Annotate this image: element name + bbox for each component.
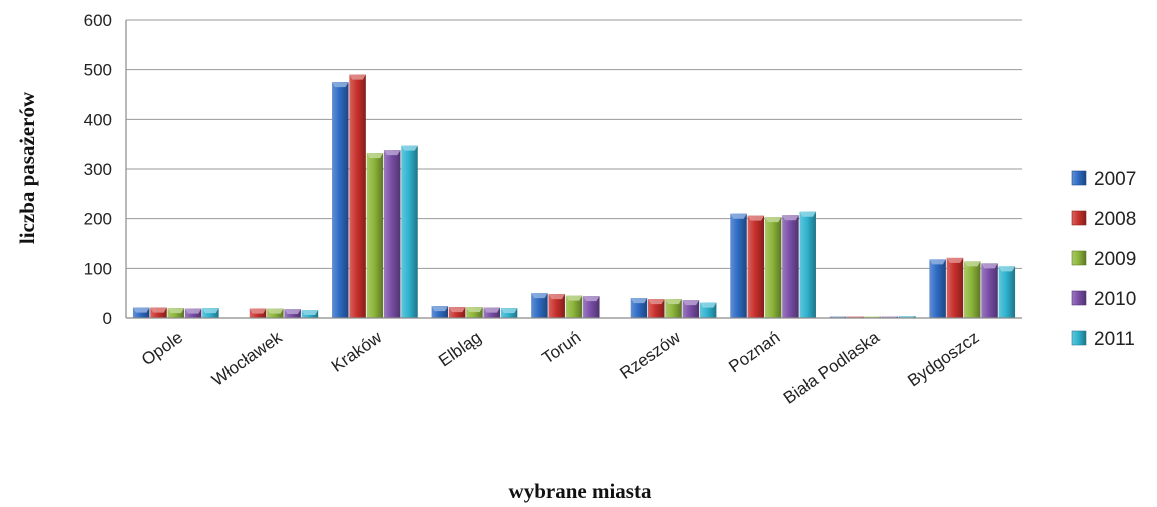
bar-2008-4 [548,294,565,318]
y-tick-label: 200 [84,210,112,229]
bar-bevel [981,263,998,269]
x-category-label: Biała Podlaska [780,327,883,407]
x-category-label: Toruń [539,328,585,368]
legend-swatch-2010 [1071,290,1087,306]
bar-bevel [782,215,799,221]
x-category-label: Opole [138,328,186,370]
bar-bevel [682,300,700,306]
y-tick-label: 600 [84,11,112,30]
bar-2007-2 [332,82,349,318]
bar-bevel [349,74,366,80]
y-tick-label: 300 [84,160,112,179]
bar-2009-4 [565,295,583,318]
legend-swatch-2011 [1071,330,1087,346]
x-category-label: Elbląg [435,328,485,371]
bar-bevel [998,266,1016,272]
bar-bevel [184,308,202,314]
bar-bevel [665,299,682,305]
bar-bevel [747,215,765,221]
x-category-label: Rzeszów [616,327,684,383]
bar-bevel [267,308,284,314]
bar-bevel [150,307,167,313]
axes [125,20,1022,319]
bar-2011-6 [799,211,816,318]
y-tick-label: 0 [103,309,112,328]
bar-2010-2 [383,150,401,318]
legend-label-2011: 2011 [1094,329,1135,350]
y-axis-ticks: 0 100 200 300 400 500 600 [84,11,112,328]
bar-bevel [332,82,349,88]
x-axis-categories: Opole Włocławek Kraków Elbląg Toruń Rzeszów Po… [138,327,983,407]
bar-2009-3 [466,307,483,318]
bar-bevel [366,153,384,159]
bar-bevel [799,211,816,217]
bar-2009-8 [963,261,981,318]
bar-bevel [963,261,981,267]
bar-2009-2 [366,153,384,318]
bar-bevel [946,257,964,263]
legend-swatch-2009 [1071,250,1087,266]
bar-bevel [730,213,747,219]
bar-2007-0 [132,307,150,318]
bar-bevel [764,217,782,223]
bar-2008-2 [349,74,366,318]
legend-label-2008: 2008 [1094,209,1136,230]
bar-bevel [648,299,665,305]
y-axis-title: liczba pasażerów [15,91,39,244]
bar-bevel [531,293,548,299]
bar-2011-2 [401,145,418,318]
bar-bevel [383,150,401,156]
bar-bevel [431,306,449,312]
legend-label-2010: 2010 [1094,289,1136,310]
x-category-label: Włocławek [208,327,286,389]
bar-bevel [500,308,518,314]
bar-bevel [448,307,466,313]
y-tick-label: 400 [84,110,112,129]
bar-bevel [132,307,150,313]
legend: 2007 2008 2009 2010 2011 [1071,169,1136,350]
y-tick-label: 500 [84,61,112,80]
bar-bevel [548,294,565,300]
x-axis-title: wybrane miasta [509,479,652,503]
bar-bevel [929,259,946,265]
bar-2007-6 [730,213,747,318]
bar-bevel [301,310,319,316]
bar-bevel [466,307,483,313]
bar-2008-3 [448,307,466,318]
bar-bevel [630,298,648,304]
bar-2007-3 [431,306,449,318]
bar-bevel [249,308,267,314]
legend-swatch-2008 [1071,210,1087,226]
bars [132,74,1016,318]
bar-bevel [284,309,301,315]
bar-2010-6 [782,215,799,318]
legend-swatch-2007 [1071,170,1087,186]
bar-bevel [167,308,185,314]
bar-2007-8 [929,259,946,318]
x-category-label: Poznań [725,328,783,377]
legend-label-2009: 2009 [1094,249,1136,270]
legend-label-2007: 2007 [1094,169,1136,190]
bar-bevel [483,307,500,313]
x-category-label: Bydgoszcz [904,328,982,391]
bar-2007-4 [531,293,548,318]
bar-bevel [583,296,600,302]
bar-2010-4 [583,296,600,318]
bar-2011-8 [998,266,1016,318]
y-tick-label: 100 [84,259,112,278]
bar-2008-0 [150,307,167,318]
x-category-label: Kraków [328,327,386,375]
grid-lines [126,19,1022,319]
bar-2010-3 [483,307,500,318]
bar-2010-8 [981,263,998,318]
bar-bevel [202,308,219,314]
bar-bevel [699,302,717,308]
bar-2009-6 [764,217,782,318]
bar-bevel [565,295,583,301]
bar-bevel [401,145,418,151]
bar-2008-8 [946,257,964,318]
bar-2008-6 [747,215,765,318]
